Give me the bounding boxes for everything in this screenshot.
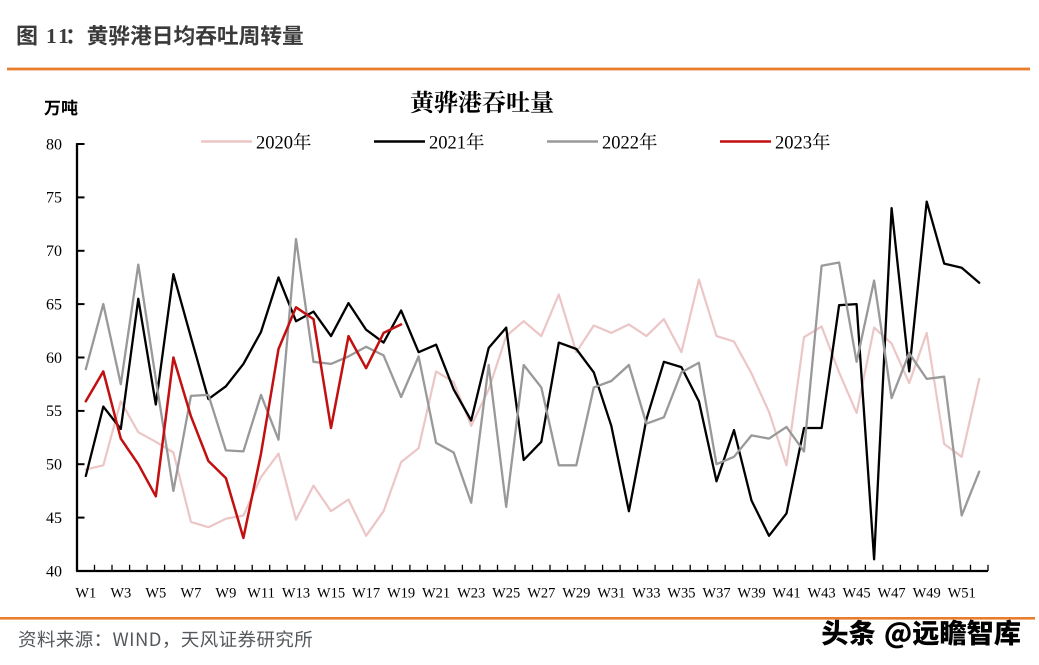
svg-text:W21: W21 [422,586,450,602]
svg-text:W45: W45 [843,586,871,602]
svg-text:2022: 2022 [602,134,639,154]
svg-text:W29: W29 [562,586,590,602]
svg-text:W7: W7 [180,586,201,602]
svg-text:W11: W11 [247,586,275,602]
svg-text:W31: W31 [597,586,625,602]
svg-text:2023: 2023 [775,134,812,154]
svg-text:W13: W13 [282,586,310,602]
svg-text:11: 11 [46,24,71,48]
svg-text:70: 70 [46,243,62,260]
svg-text:60: 60 [46,350,62,367]
svg-text:W23: W23 [457,586,485,602]
svg-text:W9: W9 [215,586,236,602]
svg-text:65: 65 [46,296,62,313]
svg-text:W3: W3 [110,586,131,602]
svg-text:W19: W19 [387,586,415,602]
svg-text:75: 75 [46,190,62,207]
svg-text:W35: W35 [667,586,695,602]
svg-text:W27: W27 [527,586,555,602]
svg-text:W39: W39 [737,586,765,602]
svg-text:50: 50 [46,457,62,474]
svg-text:W1: W1 [75,586,96,602]
svg-text:W33: W33 [632,586,660,602]
svg-text:W25: W25 [492,586,520,602]
svg-text:W51: W51 [948,586,976,602]
svg-text:W5: W5 [145,586,166,602]
svg-text:80: 80 [46,136,62,153]
svg-text:W43: W43 [808,586,836,602]
svg-text:2021: 2021 [429,134,466,154]
svg-text:W17: W17 [352,586,380,602]
svg-text:W41: W41 [772,586,800,602]
svg-text:W47: W47 [878,586,906,602]
svg-text:45: 45 [46,510,62,527]
svg-text:W15: W15 [317,586,345,602]
svg-text:40: 40 [46,563,62,580]
svg-text:W49: W49 [913,586,941,602]
svg-text:2020: 2020 [256,134,293,154]
svg-text:55: 55 [46,403,62,420]
svg-text:W37: W37 [702,586,730,602]
